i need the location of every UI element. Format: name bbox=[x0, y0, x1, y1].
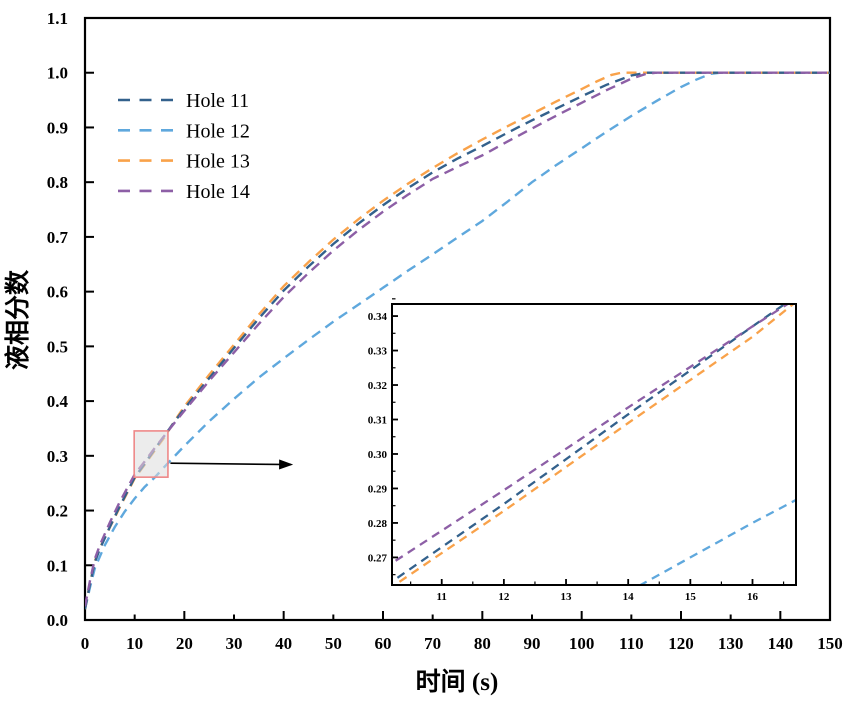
x-tick-label: 150 bbox=[817, 634, 843, 653]
zoom-annotation bbox=[133, 430, 294, 478]
y-tick-label: 0.5 bbox=[47, 337, 68, 356]
x-tick-label: 50 bbox=[325, 634, 342, 653]
x-tick-label: 90 bbox=[524, 634, 541, 653]
legend-entry-hole-13: Hole 13 bbox=[118, 151, 250, 173]
x-tick-label: 80 bbox=[474, 634, 491, 653]
inset-y-tick-label: 0.32 bbox=[368, 380, 388, 392]
x-tick-label: 100 bbox=[569, 634, 595, 653]
x-tick-label: 60 bbox=[375, 634, 392, 653]
legend-label: Hole 12 bbox=[186, 120, 250, 142]
x-tick-label: 110 bbox=[619, 634, 644, 653]
legend-label: Hole 13 bbox=[186, 151, 250, 173]
y-tick-label: 0.1 bbox=[47, 556, 68, 575]
x-tick-label: 10 bbox=[126, 634, 143, 653]
zoom-arrow bbox=[170, 459, 294, 470]
inset-background bbox=[392, 304, 796, 585]
inset-x-tick-label: 15 bbox=[685, 591, 697, 603]
y-tick-label: 0.3 bbox=[47, 447, 68, 466]
legend: Hole 11 Hole 12 Hole 13 Hole 14 bbox=[118, 90, 250, 203]
legend-label: Hole 14 bbox=[186, 181, 250, 203]
inset-y-tick-label: 0.27 bbox=[368, 552, 388, 564]
main-axes: 0 10 20 30 40 50 60 70 80 90 100 110 120 130 140 150 0.0… bbox=[47, 9, 843, 653]
x-tick-label: 0 bbox=[81, 634, 90, 653]
x-axis-title: 时间 (s) bbox=[416, 668, 499, 696]
legend-entry-hole-14: Hole 14 bbox=[118, 181, 250, 203]
y-tick-label: 0.4 bbox=[47, 392, 69, 411]
series-hole-13 bbox=[85, 71, 830, 610]
y-tick-label: 0.2 bbox=[47, 502, 68, 521]
x-tick-label: 70 bbox=[424, 634, 441, 653]
legend-label: Hole 11 bbox=[186, 90, 249, 112]
x-tick-label: 140 bbox=[768, 634, 794, 653]
inset-y-tick-label: 0.31 bbox=[368, 415, 387, 427]
legend-entry-hole-11: Hole 11 bbox=[118, 90, 249, 112]
x-tick-label: 30 bbox=[226, 634, 243, 653]
inset-y-tick-label: 0.30 bbox=[368, 449, 388, 461]
zoom-region-rect bbox=[133, 430, 169, 478]
inset-border bbox=[391, 303, 797, 586]
series-hole-12 bbox=[85, 71, 830, 610]
inset-y-tick-label: 0.33 bbox=[368, 346, 388, 358]
inset-y-tick-label: 0.34 bbox=[368, 311, 388, 323]
inset-y-tick-label: 0.29 bbox=[368, 483, 388, 495]
inset-x-tick-label: 11 bbox=[437, 591, 447, 603]
y-tick-label: 0.0 bbox=[47, 611, 68, 630]
y-tick-label: 0.8 bbox=[47, 173, 68, 192]
x-tick-label: 40 bbox=[275, 634, 292, 653]
inset-y-tick-label: 0.28 bbox=[368, 518, 388, 530]
x-tick-label: 130 bbox=[718, 634, 744, 653]
series-hole-11 bbox=[85, 71, 830, 610]
y-tick-label: 0.7 bbox=[47, 228, 69, 247]
inset-x-tick-label: 13 bbox=[561, 591, 573, 603]
plot-border bbox=[83, 16, 832, 622]
inset-x-tick-label: 16 bbox=[747, 591, 759, 603]
main-series bbox=[85, 71, 830, 610]
x-tick-label: 20 bbox=[176, 634, 193, 653]
y-tick-label: 1.0 bbox=[47, 64, 68, 83]
x-tick-label: 120 bbox=[668, 634, 694, 653]
legend-entry-hole-12: Hole 12 bbox=[118, 120, 250, 142]
inset-x-tick-label: 14 bbox=[623, 591, 635, 603]
y-tick-label: 1.1 bbox=[47, 9, 68, 28]
y-axis-title: 液相分数 bbox=[3, 269, 32, 370]
inset-x-tick-label: 12 bbox=[498, 591, 510, 603]
y-tick-label: 0.9 bbox=[47, 118, 68, 137]
series-hole-14 bbox=[85, 71, 830, 607]
y-tick-label: 0.6 bbox=[47, 283, 68, 302]
